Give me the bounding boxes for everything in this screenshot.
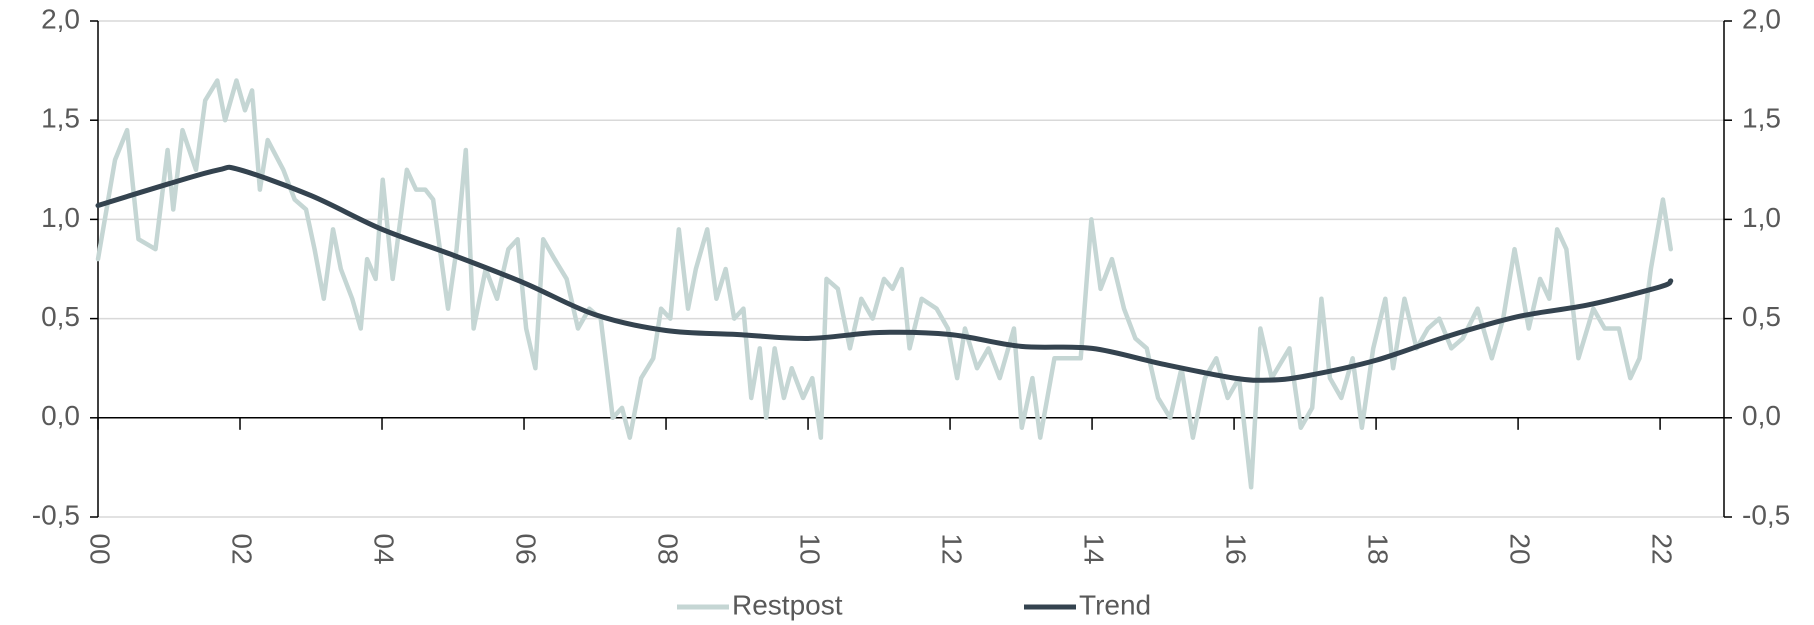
y-tick-label: 0,0 [41,400,80,431]
y2-tick-label: 0,5 [1742,301,1781,332]
y-tick-label: 1,0 [41,202,80,233]
y2-tick-label: -0,5 [1742,499,1790,530]
y2-tick-label: 2,0 [1742,3,1781,34]
line-trend [95,164,1674,383]
x-tick-label: 14 [1079,533,1110,564]
line-restpost [95,78,1673,490]
x-tick-label: 04 [369,533,400,564]
x-tick-label: 10 [795,533,826,564]
y2-tick-label: 1,5 [1742,103,1781,134]
y-tick-label: 0,5 [41,301,80,332]
x-tick-label: 20 [1505,533,1536,564]
y-tick-label: 1,5 [41,103,80,134]
y-tick-label: 2,0 [41,3,80,34]
x-tick-label: 02 [227,533,258,564]
x-tick-label: 00 [85,533,116,564]
x-tick-label: 08 [653,533,684,564]
legend-label: Restpost [732,589,843,620]
x-tick-label: 18 [1363,533,1394,564]
x-tick-label: 06 [511,533,542,564]
x-tick-label: 16 [1221,533,1252,564]
y2-tick-label: 0,0 [1742,400,1781,431]
x-tick-label: 22 [1647,533,1678,564]
legend-label: Trend [1079,589,1151,620]
y-tick-label: -0,5 [32,499,80,530]
x-tick-label: 12 [937,533,968,564]
y2-tick-label: 1,0 [1742,202,1781,233]
